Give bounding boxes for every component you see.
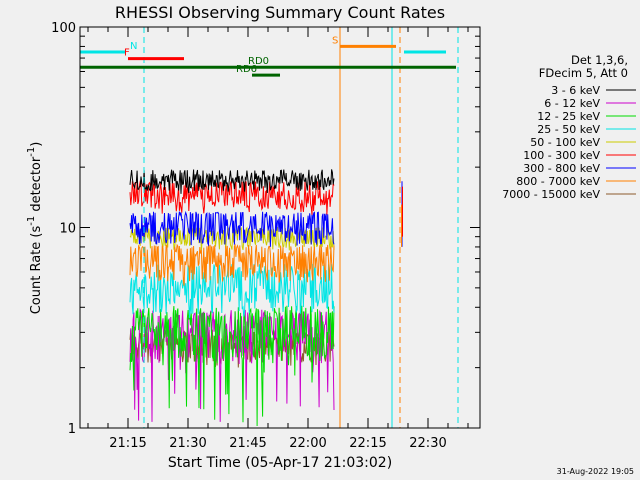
legend-label-0: 3 - 6 keV xyxy=(551,84,600,97)
chart-title: RHESSI Observing Summary Count Rates xyxy=(115,3,445,22)
flag-label-N: N xyxy=(130,41,137,52)
legend-label-5: 100 - 300 keV xyxy=(523,149,600,162)
flag-label-F: F xyxy=(124,48,130,59)
y-tick-label-2: 100 xyxy=(51,21,76,36)
axes: 1 10 100 21:15 21:30 21:45 22:00 22:15 22:30 xyxy=(51,21,480,451)
legend-label-2: 12 - 25 keV xyxy=(537,110,600,123)
y-tick-label-1: 10 xyxy=(59,222,76,237)
y-axis-label-close: ) xyxy=(29,142,44,147)
series-line-5 xyxy=(129,179,335,215)
x-tick-label-4: 22:15 xyxy=(349,436,386,451)
y-axis-label-mid: detector xyxy=(29,156,44,216)
series-line-3 xyxy=(129,263,335,319)
y-axis-label: Count Rate (s-1 detector-1) xyxy=(26,142,44,315)
x-tick-label-3: 22:00 xyxy=(289,436,326,451)
legend-label-7: 800 - 7000 keV xyxy=(516,175,600,188)
series-line-6 xyxy=(129,210,335,247)
legend-header-1: FDecim 5, Att 0 xyxy=(539,66,628,80)
x-tick-label-2: 21:45 xyxy=(229,436,266,451)
x-tick-label-1: 21:30 xyxy=(169,436,206,451)
legend-label-4: 50 - 100 keV xyxy=(530,136,600,149)
x-axis-label: Start Time (05-Apr-17 21:03:02) xyxy=(168,455,392,471)
legend-label-6: 300 - 800 keV xyxy=(523,162,600,175)
render-timestamp: 31-Aug-2022 19:05 xyxy=(557,467,634,476)
series-line-2 xyxy=(129,305,335,427)
y-tick-label-0: 1 xyxy=(68,422,76,437)
y-axis-label-sup2: -1 xyxy=(26,147,37,157)
y-axis-label-sup: -1 xyxy=(26,216,37,226)
legend-label-8: 7000 - 15000 keV xyxy=(502,188,600,201)
x-tick-label-5: 22:30 xyxy=(409,436,446,451)
series-line-7 xyxy=(129,243,335,286)
legend-label-1: 6 - 12 keV xyxy=(544,97,600,110)
series-line-0 xyxy=(129,169,335,194)
flag-label-S: S xyxy=(332,35,338,46)
legend-label-3: 25 - 50 keV xyxy=(537,123,600,136)
legend-header-0: Det 1,3,6, xyxy=(571,53,628,67)
y-axis-label-prefix: Count Rate (s xyxy=(29,226,44,315)
x-tick-label-0: 21:15 xyxy=(109,436,146,451)
flag-label-RD6: RD6 xyxy=(236,64,257,75)
flag-label-RD0: RD0 xyxy=(248,56,269,67)
